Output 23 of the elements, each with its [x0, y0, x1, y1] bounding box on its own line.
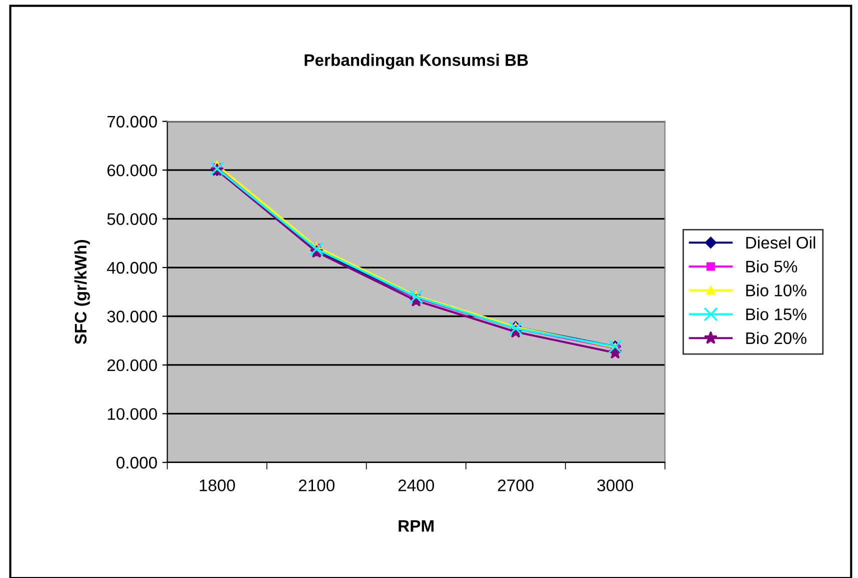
y-tick-label: 60.000 [107, 164, 157, 176]
chart-title: Perbandingan Konsumsi BB [304, 54, 528, 70]
point [310, 242, 324, 256]
y-tick-label: 70.000 [107, 116, 157, 128]
x-axis-title: RPM [398, 520, 434, 532]
y-tick-label: 40.000 [107, 262, 157, 274]
x-tick-label: 1800 [200, 480, 235, 492]
y-tick-label: 30.000 [107, 310, 157, 322]
x-tick-label: 2100 [298, 480, 334, 492]
x-tick-label: 2700 [498, 480, 534, 492]
point [508, 321, 523, 336]
legend-label: Bio 20% [746, 332, 806, 344]
legend-label: Bio 10% [746, 284, 806, 296]
y-tick-label: 20.000 [107, 359, 157, 372]
x-tick-label: 3000 [597, 480, 634, 492]
y-tick-label: 10.000 [108, 408, 157, 420]
legend-label: Diesel Oil [746, 236, 816, 249]
y-tick-label: 50.000 [107, 213, 157, 226]
x-tick-label: 2400 [398, 480, 434, 492]
y-axis-title: SFC (gr/kWh) [74, 240, 90, 344]
y-tick-label: 0.000 [116, 456, 157, 469]
legend-label: Bio 5% [746, 260, 798, 272]
legend-label: Bio 15% [746, 308, 806, 320]
